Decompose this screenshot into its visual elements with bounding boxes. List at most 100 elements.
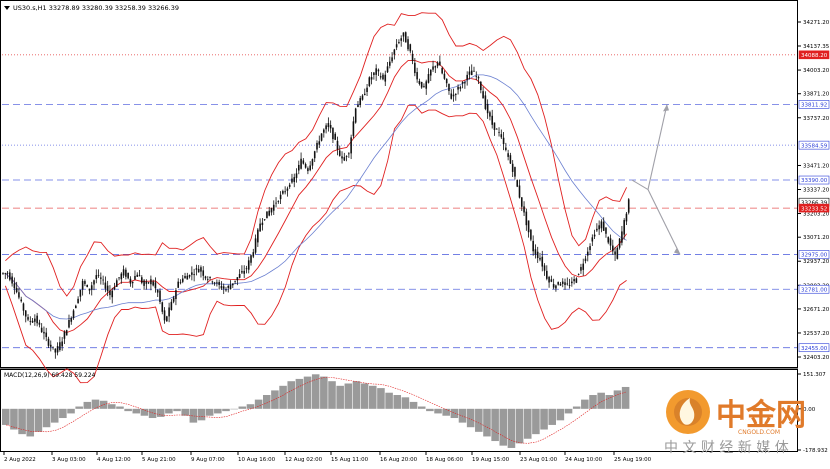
bollinger-lower [4,104,627,384]
candle-body [193,274,195,276]
candle-body [161,302,164,312]
candle-body [111,290,114,298]
candle-body [546,270,548,279]
candle-body [138,275,141,277]
candle-body [241,271,243,273]
candle-body [593,234,596,237]
candle-body [127,272,129,279]
candle-body [170,301,173,311]
macd-histogram-bar [613,390,622,409]
x-tick-label: 3 Aug 03:00 [52,457,86,463]
macd-histogram-bar [156,408,165,417]
candle-body [338,150,341,156]
macd-histogram-bar [254,399,263,409]
projection-arrow-up [647,104,668,190]
candle-body [263,219,266,221]
price-tag-label: 33233.52 [801,206,827,212]
candle-body [75,305,77,309]
candle-body [514,167,516,177]
macd-histogram-bar [532,408,540,435]
candle-body [414,62,416,74]
candle-body [395,44,398,48]
candle-body [227,285,230,288]
candle-body [168,307,170,317]
candle-body [502,137,505,145]
y-tick-label: 33203.20 [803,212,830,218]
candle-body [477,77,480,79]
candle-body [348,153,350,155]
macd-histogram-bar [344,383,353,409]
candle-body [357,104,359,108]
candle-body [336,140,339,150]
candle-body [573,279,575,282]
candle-body [70,318,73,322]
candle-body [454,93,457,95]
macd-histogram-bar [483,408,491,437]
dropdown-triangle-icon[interactable] [4,6,10,10]
candle-body [525,211,528,226]
candle-body [216,282,218,284]
macd-histogram-bar [173,408,181,412]
macd-histogram-bar [442,408,450,416]
macd-histogram-bar [287,381,296,409]
candle-body [102,279,104,281]
candle-body [436,62,439,67]
candle-body [409,44,412,52]
candle-body [109,290,111,296]
macd-histogram-bar [458,408,467,423]
candle-body [27,317,29,320]
candle-body [418,81,421,84]
price-axis: 34271.20 34137.35 34003.20 33871.20 33737.20… [798,20,830,361]
candle-body [277,201,280,202]
projection-arrows [631,104,681,255]
candle-body [384,74,387,82]
candle-body [332,127,334,140]
macd-histogram-bar [540,408,548,430]
candle-body [354,108,357,123]
candle-body [609,238,612,246]
macd-histogram-bar [475,408,483,432]
macd-histogram-bar [434,408,442,414]
candle-body [206,279,209,281]
candle-body [61,341,63,347]
macd-histogram-bar [450,408,459,419]
price-tag-label: 33584.59 [801,143,828,149]
candle-body [621,231,623,243]
candle-body [429,69,432,76]
macd-histogram-bar [75,406,83,409]
x-tick-label: 19 Aug 15:00 [472,457,510,463]
candle-body [68,319,70,328]
candle-body [341,156,343,159]
candle-body [559,283,562,286]
price-tag-label: 33390.00 [801,178,828,184]
candle-body [623,220,625,235]
candle-body [54,348,57,353]
candle-body [150,279,152,285]
candle-body [498,131,500,133]
x-tick-label: 15 Aug 11:00 [331,457,369,463]
candle-body [443,73,446,79]
macd-tick-label: 0.00 [803,407,816,413]
candle-body [159,290,161,302]
candle-body [254,238,257,253]
candle-body [257,229,259,243]
candle-body [491,115,494,125]
symbol-header[interactable]: US30.s,H1 33278.89 33280.39 33258.39 332… [4,4,179,12]
candle-body [36,315,38,324]
candle-body [625,213,628,222]
candle-body [181,278,184,282]
arrow-head-down-icon [674,247,680,255]
candle-body [432,66,434,70]
macd-histogram-bar [238,406,247,409]
main-pane-frame [0,0,798,368]
macd-histogram-bar [360,383,369,409]
candle-body [300,158,302,169]
projection-arrow-base [631,179,649,190]
macd-histogram-bar [409,401,418,409]
macd-histogram-bar [262,395,271,409]
candle-body [261,222,264,226]
candle-body [473,70,475,72]
candle-body [307,168,309,172]
candle-body [4,273,7,275]
candle-body [100,277,102,279]
